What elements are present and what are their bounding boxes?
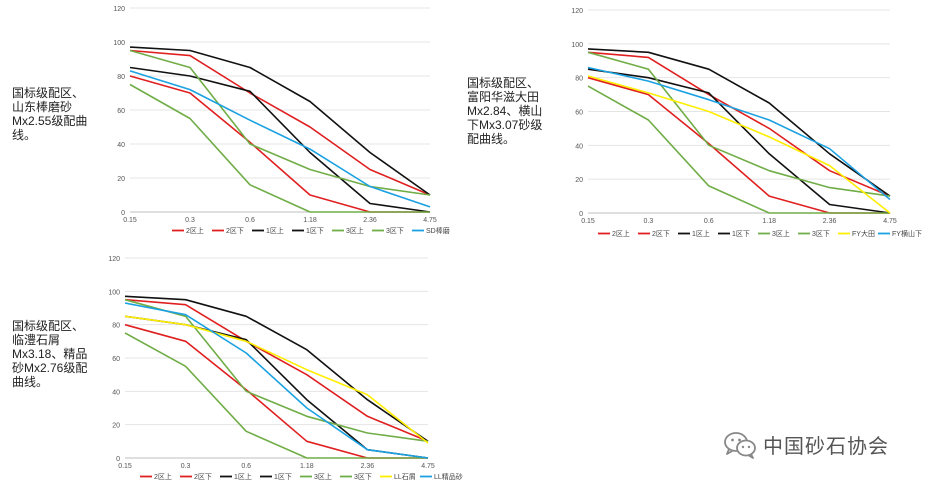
chart2-ytick-label: 60 [575, 110, 583, 117]
chart1-legend-label: 2区下 [226, 227, 244, 235]
chart-1-caption: 国标级配区、 山东棒磨砂 Mx2.55级配曲 线。 [12, 86, 88, 142]
chart2-legend-label: 1区上 [692, 229, 710, 238]
chart1-ytick-label: 120 [113, 6, 125, 13]
grading-chart-linli-svg: 0 20 40 60 80 100 120 0.15 0.3 0.6 1.18 2.36 4.75 2区上… [108, 256, 463, 481]
chart1-legend-label: SD棒磨 [426, 226, 450, 235]
grading-chart-shandong: 0 20 40 60 80 100 120 0.15 0.3 0.6 1.18 2.36 4.75 2区上… [100, 0, 449, 246]
chart3-legend-label: 3区上 [314, 472, 332, 481]
chart1-legend-label: 1区上 [266, 226, 284, 235]
chart1-ytick-label: 80 [117, 74, 125, 81]
chart3-ytick-label: 100 [108, 289, 120, 296]
chart3-ytick-label: 60 [112, 356, 120, 363]
grading-chart-linli: 0 20 40 60 80 100 120 0.15 0.3 0.6 1.18 2.36 4.75 2区上… [100, 250, 470, 488]
chart2-xtick-label: 2.36 [823, 218, 837, 225]
chart3-xtick-label: 0.6 [241, 463, 251, 470]
chart3-xtick-label: 0.3 [181, 463, 191, 470]
chart1-series-line-4 [129, 66, 431, 213]
chart3-xtick-label: 0.15 [118, 463, 132, 470]
chart1-legend-label: 3区下 [386, 227, 404, 235]
chart1-xtick-label: 0.15 [123, 217, 137, 224]
chart2-xtick-label: 0.3 [644, 218, 654, 225]
chart2-series-line-5 [587, 85, 890, 214]
chart3-ytick-label: 0 [116, 456, 120, 463]
wechat-icon [724, 431, 756, 459]
chart2-legend-label: 1区下 [732, 230, 750, 238]
chart2-ytick-label: 20 [575, 177, 583, 184]
chart2-legend-label: 3区下 [812, 230, 830, 238]
chart1-xtick-label: 1.18 [303, 217, 317, 224]
chart2-legend-label: FY大田 [852, 229, 875, 238]
chart2-ytick-label: 120 [571, 8, 583, 15]
chart3-legend-label: 1区下 [274, 473, 292, 481]
chart2-legend-label: 2区下 [652, 230, 670, 238]
chart3-series-line-3 [124, 295, 429, 442]
chart-3-caption: 国标级配区、 临澧石屑 Mx3.18、精品 砂Mx2.76级配 曲线。 [12, 319, 88, 389]
chart3-legend-label: 2区上 [154, 472, 172, 481]
chart3-series-line-5 [124, 332, 428, 459]
chart3-xtick-label: 1.18 [300, 463, 314, 470]
chart1-series-line-5 [129, 83, 430, 213]
chart1-series-line-3 [129, 46, 431, 196]
chart1-series-line-6 [129, 49, 431, 196]
chart1-ytick-label: 40 [117, 142, 125, 149]
grading-chart-fuyang-svg: 0 20 40 60 80 100 120 0.15 0.3 0.6 1.18 2.36 4.75 2区上… [571, 8, 922, 238]
chart3-ytick-label: 40 [112, 389, 120, 396]
chart2-xtick-label: 0.6 [704, 218, 714, 225]
chart3-legend-label: 1区上 [234, 472, 252, 481]
chart2-xtick-label: 1.18 [762, 218, 776, 225]
chart2-series-line-1 [587, 51, 891, 197]
chart1-xtick-label: 4.75 [423, 217, 437, 224]
chart1-xtick-label: 0.3 [185, 217, 195, 224]
chart1-series-line-7 [129, 70, 431, 208]
chart1-series-line-1 [129, 49, 431, 196]
chart3-legend-label: LL精品砂 [434, 472, 463, 481]
chart2-series-line-7 [587, 75, 891, 214]
chart2-xtick-label: 4.75 [883, 218, 897, 225]
chart1-ytick-label: 0 [121, 210, 125, 217]
chart1-ytick-label: 60 [117, 108, 125, 115]
chart2-ytick-label: 0 [579, 211, 583, 218]
chart1-legend-label: 2区上 [186, 226, 204, 235]
chart1-ytick-label: 20 [117, 176, 125, 183]
chart1-ytick-label: 100 [113, 40, 125, 47]
chart2-ytick-label: 100 [571, 42, 583, 49]
grading-chart-fuyang: 0 20 40 60 80 100 120 0.15 0.3 0.6 1.18 2.36 4.75 2区上… [560, 0, 930, 246]
chart2-legend-label: 2区上 [612, 229, 630, 238]
chart3-legend-label: 3区下 [354, 473, 372, 481]
chart3-legend-label: LL石屑 [394, 473, 416, 481]
chart2-legend-label: 3区上 [772, 229, 790, 238]
chart-2-caption: 国标级配区、 富阳华滋大田 Mx2.84、横山 下Mx3.07砂级 配曲线。 [467, 76, 543, 146]
chart3-ytick-label: 20 [112, 423, 120, 430]
chart1-xtick-label: 0.6 [245, 217, 255, 224]
watermark-text: 中国砂石协会 [763, 434, 889, 458]
chart1-xtick-label: 2.36 [363, 217, 377, 224]
chart2-series-line-8 [587, 66, 891, 201]
chart2-xtick-label: 0.15 [581, 218, 595, 225]
chart3-series-line-1 [124, 298, 429, 443]
chart3-xtick-label: 2.36 [361, 463, 375, 470]
chart3-legend-label: 2区下 [194, 473, 212, 481]
chart2-ytick-label: 40 [575, 143, 583, 150]
chart1-legend-label: 3区上 [346, 226, 364, 235]
chart3-ytick-label: 120 [108, 256, 120, 263]
chart1-legend-label: 1区下 [306, 227, 324, 235]
chart2-legend-label: FY横山下 [892, 229, 922, 238]
chart2-series-line-6 [587, 51, 891, 197]
chart3-ytick-label: 80 [112, 323, 120, 330]
chart2-ytick-label: 80 [575, 76, 583, 83]
watermark: 中国砂石协会 [723, 430, 889, 459]
chart2-series-line-3 [587, 48, 891, 197]
grading-chart-shandong-svg: 0 20 40 60 80 100 120 0.15 0.3 0.6 1.18 2.36 4.75 2区上… [113, 6, 449, 235]
chart3-series-line-7 [124, 315, 429, 444]
chart3-series-line-8 [124, 302, 429, 459]
chart3-xtick-label: 4.75 [421, 463, 435, 470]
